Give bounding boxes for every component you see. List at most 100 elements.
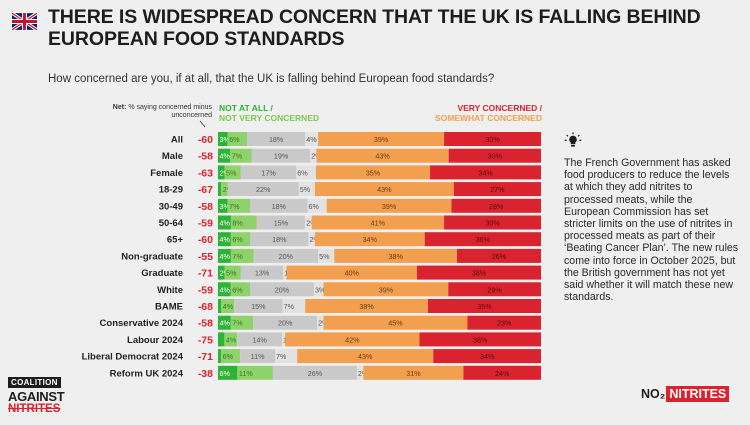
bar-segment — [218, 349, 222, 364]
bar-segment — [457, 248, 541, 263]
bar-segment — [237, 365, 273, 380]
row-label: 50-64 — [159, 218, 184, 229]
data-label: 5% — [300, 185, 311, 194]
bar-segment — [298, 182, 315, 197]
row-label: Reform UK 2024 — [110, 368, 184, 379]
data-label: 30% — [485, 135, 500, 144]
net-value: -38 — [198, 368, 213, 380]
bar-segment — [218, 248, 231, 263]
bar-segment — [230, 248, 254, 263]
net-value: -71 — [198, 351, 213, 363]
bar-segment — [313, 282, 324, 297]
bar-segment — [221, 299, 235, 313]
bar-segment — [310, 148, 317, 163]
bar-segment — [417, 265, 541, 280]
data-label: 29% — [487, 285, 502, 294]
data-label: 3% — [315, 285, 326, 294]
data-label: 38% — [359, 302, 374, 311]
bar-segment — [323, 315, 468, 330]
row-label: Conservative 2024 — [100, 318, 184, 329]
bar-segment — [318, 132, 445, 146]
row-label: Male — [162, 151, 183, 162]
row-label: All — [171, 135, 183, 146]
bar-segment — [444, 132, 541, 146]
data-label: 6% — [232, 285, 243, 294]
bar-segment — [230, 315, 254, 330]
data-label: 18% — [272, 235, 287, 244]
net-value: -71 — [198, 268, 213, 280]
bar-segment — [314, 182, 454, 197]
net-value: -60 — [198, 134, 213, 146]
legend-not-very: NOT VERY CONCERNED — [219, 113, 320, 123]
bar-segment — [234, 299, 283, 313]
data-label: 43% — [358, 352, 373, 361]
bar-segment — [230, 232, 251, 247]
bar-segment — [230, 148, 252, 163]
data-label: 7% — [232, 152, 243, 161]
data-label: 13% — [255, 269, 270, 278]
bar-segment — [218, 148, 231, 163]
legend-unconcerned: NOT AT ALL / NOT VERY CONCERNED — [219, 103, 319, 123]
uk-flag-icon — [12, 13, 37, 30]
data-label: 8% — [232, 219, 243, 228]
data-label: 38% — [473, 335, 488, 344]
legend-somewhat: SOMEWHAT CONCERNED — [434, 113, 542, 123]
bar-segment — [433, 349, 541, 364]
data-label: 5% — [226, 168, 237, 177]
data-label: 6% — [220, 369, 231, 378]
data-label: 35% — [366, 168, 381, 177]
bar-segment — [230, 282, 250, 297]
net-value: -68 — [198, 301, 213, 313]
bar-segment — [247, 132, 306, 146]
net-note: Net: % saying concerned minus unconcerne… — [112, 104, 212, 119]
row-label: Graduate — [141, 268, 183, 279]
row-label: Liberal Democrat 2024 — [82, 352, 184, 363]
data-label: 6% — [232, 235, 243, 244]
data-label: 4% — [226, 335, 237, 344]
bar-segment — [430, 165, 541, 180]
bar-segment — [282, 299, 306, 313]
bar-segment — [218, 132, 228, 146]
bar-segment — [285, 332, 420, 347]
bar-segment — [251, 148, 311, 163]
data-label: 19% — [274, 152, 289, 161]
coalition-against-nitrites-logo: COALITION AGAINST NITRITES — [8, 377, 65, 415]
row-label: 30-49 — [159, 201, 183, 212]
bar-segment — [419, 332, 541, 347]
bar-segment — [467, 315, 541, 330]
data-label: 15% — [251, 302, 266, 311]
bar-segment — [363, 365, 464, 380]
bar-segment — [224, 332, 238, 347]
bar-segment — [316, 148, 449, 163]
bar-segment — [283, 265, 287, 280]
data-label: 40% — [345, 269, 360, 278]
bar-segment — [317, 315, 324, 330]
bar-segment — [221, 349, 241, 364]
side-note: The French Government has asked food pro… — [564, 157, 739, 304]
data-label: 39% — [379, 285, 394, 294]
data-label: 39% — [382, 202, 397, 211]
bar-segment — [218, 265, 225, 280]
bar-segment — [308, 232, 315, 247]
bar-segment — [314, 232, 425, 247]
data-label: 30% — [485, 219, 500, 228]
data-label: 34% — [478, 168, 493, 177]
bar-segment — [297, 349, 434, 364]
data-label: 7% — [276, 352, 287, 361]
data-label: 6% — [229, 135, 240, 144]
data-label: 6% — [297, 168, 308, 177]
bar-segment — [249, 198, 308, 213]
data-label: 3% — [220, 202, 231, 211]
data-label: 4% — [220, 319, 231, 328]
data-label: 41% — [371, 219, 386, 228]
data-label: 7% — [284, 302, 295, 311]
bar-segment — [218, 232, 231, 247]
data-label: 11% — [251, 352, 265, 361]
bar-segment — [227, 182, 299, 197]
legend-concerned: VERY CONCERNED / SOMEWHAT CONCERNED — [435, 103, 542, 123]
row-label: Female — [150, 168, 183, 179]
page-title: THERE IS WIDESPREAD CONCERN THAT THE UK … — [48, 6, 701, 50]
data-label: 7% — [232, 252, 243, 261]
bar-segment — [305, 215, 312, 230]
